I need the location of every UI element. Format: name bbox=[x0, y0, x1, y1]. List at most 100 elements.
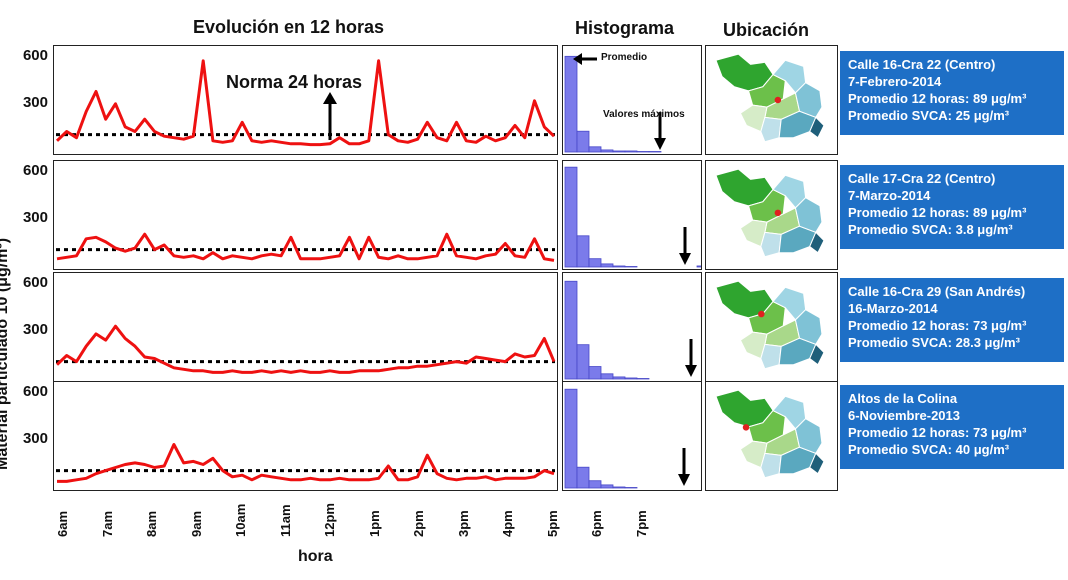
map-region bbox=[760, 452, 782, 479]
station-info-line: Altos de la Colina bbox=[848, 391, 958, 406]
x-tick-label: 1pm bbox=[367, 510, 382, 537]
map-region bbox=[794, 82, 823, 118]
station-info-box: Calle 16-Cra 29 (San Andrés) 16-Marzo-201… bbox=[840, 278, 1064, 362]
histogram-bar bbox=[600, 373, 614, 380]
histogram-bar bbox=[600, 263, 614, 268]
x-tick-label: 5pm bbox=[545, 510, 560, 537]
x-tick-label: 3pm bbox=[456, 510, 471, 537]
x-tick-label: 6am bbox=[55, 510, 70, 537]
histogram-bar bbox=[588, 480, 602, 489]
histogram-bar bbox=[600, 484, 614, 489]
histogram-bar bbox=[588, 146, 602, 153]
histogram-bar bbox=[612, 150, 626, 153]
map-panel bbox=[705, 381, 838, 491]
max-values-arrowhead-icon bbox=[685, 365, 697, 377]
histogram-bar bbox=[576, 130, 590, 153]
series-line bbox=[56, 232, 555, 262]
x-tick-label: 6pm bbox=[589, 510, 604, 537]
histogram-panel bbox=[562, 272, 702, 382]
max-values-arrowhead-icon bbox=[678, 474, 690, 486]
histogram-bar bbox=[576, 235, 590, 268]
y-tick-label: 600 bbox=[22, 162, 48, 179]
station-info-line: Promedio 12 horas: 73 μg/m³ bbox=[848, 318, 1027, 333]
histogram-bar bbox=[612, 376, 626, 380]
line-panel bbox=[53, 381, 558, 491]
map-region bbox=[809, 231, 825, 254]
line-panel bbox=[53, 272, 558, 382]
max-values-arrowhead-icon bbox=[654, 138, 666, 150]
x-tick-label: 9am bbox=[189, 510, 204, 537]
line-chart-svg bbox=[55, 324, 556, 374]
histogram-bar bbox=[636, 378, 650, 380]
series-line bbox=[55, 59, 556, 147]
histogram-bar bbox=[696, 265, 701, 268]
y-tick-label: 300 bbox=[22, 209, 48, 226]
x-tick-label: 4pm bbox=[500, 510, 515, 537]
histogram-bar bbox=[624, 377, 638, 380]
x-tick-label: 11am bbox=[278, 504, 293, 537]
map-region bbox=[794, 309, 823, 345]
station-info-line: 16-Marzo-2014 bbox=[848, 301, 938, 316]
station-info-line: 7-Febrero-2014 bbox=[848, 74, 942, 89]
map-panel bbox=[705, 272, 838, 382]
evolution-header: Evolución en 12 horas bbox=[193, 17, 385, 37]
x-tick-label: 7am bbox=[100, 510, 115, 537]
histogram-panel bbox=[562, 381, 702, 491]
histogram-bar bbox=[564, 388, 578, 489]
city-map-icon bbox=[715, 53, 825, 143]
map-region bbox=[760, 231, 782, 258]
histogram-bar bbox=[564, 55, 578, 153]
histogram-svg bbox=[564, 166, 701, 268]
x-tick-label: 2pm bbox=[411, 510, 426, 537]
station-marker-icon bbox=[758, 310, 765, 318]
histogram-svg bbox=[564, 388, 690, 489]
map-panel bbox=[705, 45, 838, 155]
map-region bbox=[809, 343, 825, 366]
map-region bbox=[809, 116, 825, 139]
histogram-panel: Promedio Valores máximos bbox=[562, 45, 702, 155]
station-info-line: Calle 16-Cra 22 (Centro) bbox=[848, 57, 996, 72]
station-info-line: Calle 17-Cra 22 (Centro) bbox=[848, 171, 996, 186]
line-chart-svg bbox=[56, 232, 555, 262]
station-info-line: Promedio SVCA: 25 μg/m³ bbox=[848, 108, 1010, 123]
histogram-bar bbox=[600, 149, 614, 153]
city-map-icon bbox=[715, 280, 825, 370]
histogram-bar bbox=[564, 280, 578, 380]
x-tick-label: 10am bbox=[233, 503, 248, 537]
histogram-bar bbox=[576, 466, 590, 489]
station-info-line: 6-Noviembre-2013 bbox=[848, 408, 960, 423]
x-tick-label: 12pm bbox=[322, 503, 337, 537]
line-chart-svg bbox=[56, 443, 555, 483]
map-region bbox=[794, 197, 823, 233]
y-tick-label: 300 bbox=[22, 94, 48, 111]
y-tick-label: 600 bbox=[22, 274, 48, 291]
series-line bbox=[57, 443, 555, 483]
y-tick-label: 600 bbox=[22, 47, 48, 64]
histogram-bar bbox=[612, 265, 626, 268]
max-values-arrowhead-icon bbox=[679, 253, 691, 265]
histogram-bar bbox=[624, 487, 638, 489]
city-map-icon bbox=[715, 389, 825, 479]
max-values-label: Valores máximos bbox=[603, 109, 685, 120]
histogram-bar bbox=[624, 266, 638, 268]
map-region bbox=[760, 343, 782, 370]
station-info-line: Promedio 12 horas: 73 μg/m³ bbox=[848, 425, 1027, 440]
station-marker-icon bbox=[774, 96, 782, 104]
station-info-box: Altos de la Colina 6-Noviembre-2013 Promed… bbox=[840, 385, 1064, 469]
line-panel bbox=[53, 160, 558, 270]
station-info-line: Promedio SVCA: 28.3 μg/m³ bbox=[848, 335, 1020, 350]
station-info-line: Promedio 12 horas: 89 μg/m³ bbox=[848, 205, 1027, 220]
histogram-bar bbox=[588, 366, 602, 380]
x-tick-label: 8am bbox=[144, 510, 159, 537]
city-map-icon bbox=[715, 168, 825, 258]
station-info-line: Calle 16-Cra 29 (San Andrés) bbox=[848, 284, 1026, 299]
station-info-box: Calle 16-Cra 22 (Centro) 7-Febrero-2014 Pr… bbox=[840, 51, 1064, 135]
histogram-bar bbox=[636, 151, 650, 153]
histogram-panel bbox=[562, 160, 702, 270]
map-panel bbox=[705, 160, 838, 270]
promedio-arrowhead-icon bbox=[573, 53, 582, 65]
station-info-box: Calle 17-Cra 22 (Centro) 7-Marzo-2014 Prom… bbox=[840, 165, 1064, 249]
station-info-line: 7-Marzo-2014 bbox=[848, 188, 931, 203]
location-header: Ubicación bbox=[723, 20, 810, 40]
line-chart-svg bbox=[55, 59, 556, 147]
